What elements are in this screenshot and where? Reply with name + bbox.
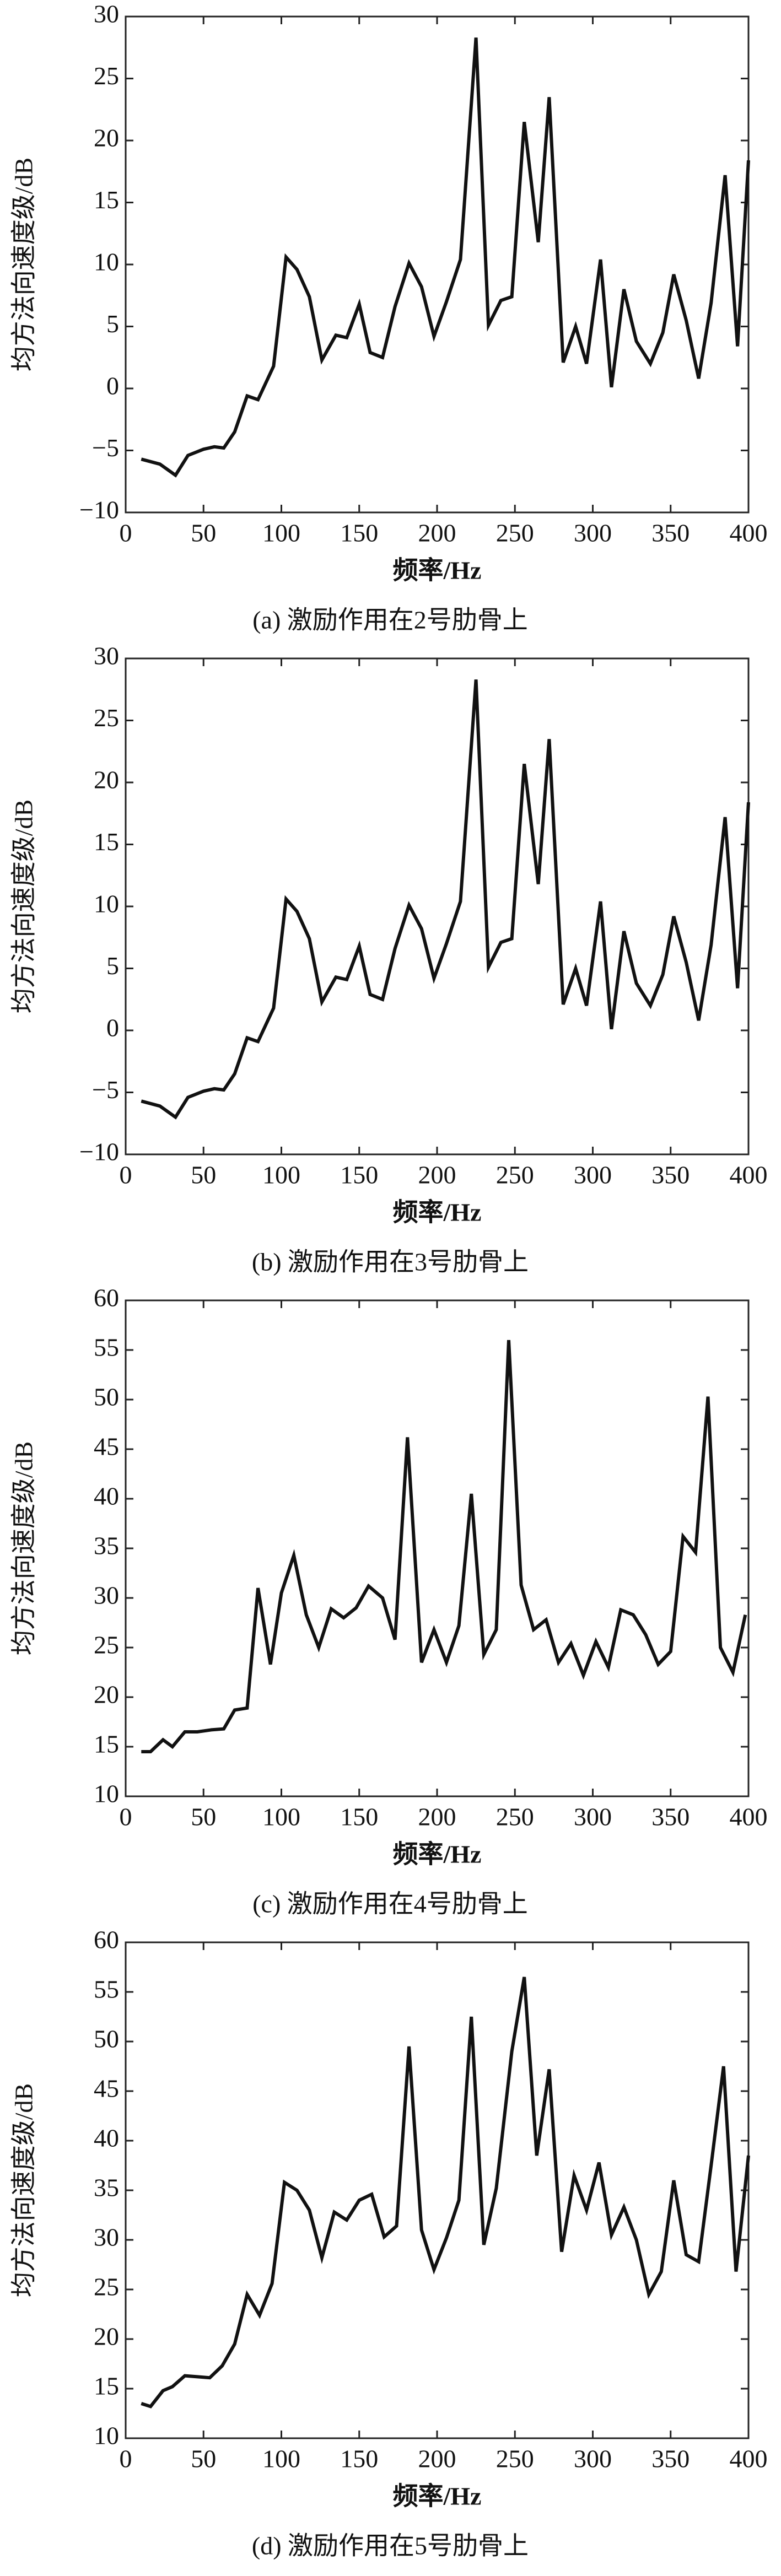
x-tick-label: 300 — [574, 1803, 612, 1831]
x-axis-label: 频率/Hz — [393, 557, 482, 585]
y-axis-label: 均方法向速度级/dB — [10, 1441, 38, 1655]
x-tick-label: 100 — [262, 2445, 300, 2473]
x-tick-label: 300 — [574, 1161, 612, 1189]
x-tick-label: 50 — [191, 2445, 216, 2473]
caption: (a) 激励作用在2号肋骨上 — [252, 606, 528, 634]
x-tick-label: 300 — [574, 2445, 612, 2473]
x-tick-label: 250 — [496, 2445, 534, 2473]
x-tick-label: 200 — [418, 1161, 456, 1189]
x-tick-label: 200 — [418, 1803, 456, 1831]
y-tick-label: 0 — [106, 1014, 119, 1042]
y-tick-label: 40 — [94, 2124, 119, 2152]
x-tick-label: 100 — [262, 1803, 300, 1831]
y-tick-label: −5 — [92, 1076, 119, 1104]
caption: (c) 激励作用在4号肋骨上 — [252, 1890, 528, 1918]
plot-frame — [125, 657, 750, 1155]
y-tick-label: 35 — [94, 1532, 119, 1560]
x-tick-label: 250 — [496, 1803, 534, 1831]
y-tick-label: 30 — [94, 0, 119, 28]
x-tick-label: 400 — [730, 1803, 768, 1831]
y-tick-label: −10 — [79, 1138, 119, 1166]
y-tick-label: 5 — [106, 952, 119, 980]
x-tick-label: 0 — [120, 1803, 132, 1831]
y-tick-label: 40 — [94, 1482, 119, 1510]
y-tick-label: 50 — [94, 1383, 119, 1411]
y-tick-label: 20 — [94, 1681, 119, 1709]
y-tick-label: 20 — [94, 124, 119, 152]
x-axis-label: 频率/Hz — [393, 1198, 482, 1227]
x-axis-label: 频率/Hz — [393, 1840, 482, 1868]
y-tick-label: 60 — [94, 1284, 119, 1312]
y-tick-label: 55 — [94, 1333, 119, 1362]
y-tick-label: 30 — [94, 642, 119, 670]
y-tick-label: 15 — [94, 1730, 119, 1758]
x-tick-label: 350 — [651, 519, 690, 547]
x-tick-label: 350 — [651, 1803, 690, 1831]
y-tick-label: 50 — [94, 2025, 119, 2053]
x-tick-label: 250 — [496, 1161, 534, 1189]
x-tick-label: 400 — [730, 519, 768, 547]
x-tick-label: 150 — [340, 2445, 378, 2473]
plot-frame — [125, 15, 750, 514]
y-tick-label: 15 — [94, 186, 119, 214]
y-tick-label: 20 — [94, 766, 119, 794]
x-tick-label: 200 — [418, 519, 456, 547]
x-tick-label: 150 — [340, 1803, 378, 1831]
y-tick-label: 5 — [106, 310, 119, 338]
x-tick-label: 0 — [120, 2445, 132, 2473]
y-tick-label: 20 — [94, 2323, 119, 2351]
caption: (b) 激励作用在3号肋骨上 — [252, 1248, 529, 1276]
x-tick-label: 400 — [730, 1161, 768, 1189]
y-tick-label: 10 — [94, 2422, 119, 2450]
y-tick-label: 15 — [94, 828, 119, 856]
data-line — [141, 679, 750, 1120]
x-tick-label: 100 — [262, 519, 300, 547]
y-tick-label: 10 — [94, 890, 119, 918]
x-tick-label: 350 — [651, 1161, 690, 1189]
plot-frame — [125, 1941, 750, 2439]
y-tick-label: 35 — [94, 2174, 119, 2202]
y-tick-label: −5 — [92, 434, 119, 462]
x-tick-label: 100 — [262, 1161, 300, 1189]
x-tick-label: 400 — [730, 2445, 768, 2473]
y-tick-label: 25 — [94, 2273, 119, 2301]
y-tick-label: 30 — [94, 1581, 119, 1610]
y-axis-label: 均方法向速度级/dB — [10, 158, 38, 371]
x-tick-label: 150 — [340, 519, 378, 547]
y-tick-label: 60 — [94, 1926, 119, 1954]
y-tick-label: 45 — [94, 1433, 119, 1461]
x-tick-label: 50 — [191, 1161, 216, 1189]
y-tick-label: 25 — [94, 704, 119, 732]
y-axis-label: 均方法向速度级/dB — [10, 800, 38, 1013]
x-tick-label: 50 — [191, 519, 216, 547]
y-tick-label: 15 — [94, 2372, 119, 2400]
y-tick-label: 0 — [106, 372, 119, 400]
caption: (d) 激励作用在5号肋骨上 — [252, 2532, 529, 2560]
data-line — [141, 1340, 747, 1753]
y-tick-label: 55 — [94, 1975, 119, 2003]
x-tick-label: 200 — [418, 2445, 456, 2473]
x-tick-label: 0 — [120, 519, 132, 547]
y-tick-label: −10 — [79, 496, 119, 524]
plot-frame — [125, 1299, 750, 1797]
x-tick-label: 0 — [120, 1161, 132, 1189]
y-axis-label: 均方法向速度级/dB — [10, 2083, 38, 2297]
data-line — [141, 37, 750, 478]
y-tick-label: 45 — [94, 2075, 119, 2103]
x-tick-label: 250 — [496, 519, 534, 547]
data-line — [141, 1976, 750, 2408]
y-tick-label: 10 — [94, 248, 119, 276]
x-tick-label: 150 — [340, 1161, 378, 1189]
x-tick-label: 50 — [191, 1803, 216, 1831]
y-tick-label: 10 — [94, 1780, 119, 1808]
x-axis-label: 频率/Hz — [393, 2482, 482, 2510]
y-tick-label: 25 — [94, 62, 119, 90]
y-tick-label: 30 — [94, 2223, 119, 2251]
x-tick-label: 300 — [574, 519, 612, 547]
y-tick-label: 25 — [94, 1631, 119, 1659]
x-tick-label: 350 — [651, 2445, 690, 2473]
